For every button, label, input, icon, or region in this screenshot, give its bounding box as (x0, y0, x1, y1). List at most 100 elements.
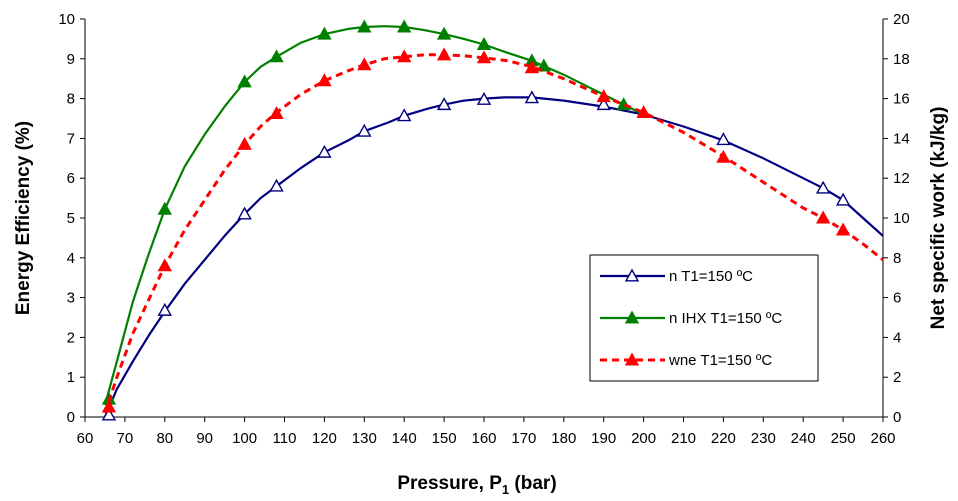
legend-item-wne-t1-150-c: wne T1=150 ºC (600, 352, 772, 369)
series-marker (269, 106, 284, 120)
legend-label: n T1=150 ºC (669, 268, 753, 285)
series-marker (815, 210, 831, 224)
x-tick-label: 220 (711, 430, 736, 447)
x-axis-title: Pressure, P1 (bar) (397, 473, 556, 497)
y-right-tick-label: 18 (893, 51, 910, 68)
axes: 60 70 80 90 100 110 120 130 140 150 160 170 180 190 20… (58, 11, 909, 447)
series-marker (536, 58, 552, 72)
series-marker (237, 74, 252, 88)
y-right-tick-label: 2 (893, 369, 901, 386)
y-right-tick-label: 14 (893, 130, 910, 147)
y-left-tick-label: 3 (67, 290, 75, 307)
series-marker (269, 178, 284, 192)
y-left-tick-label: 0 (67, 409, 75, 426)
y-left-tick-label: 9 (67, 51, 75, 68)
series-marker (397, 49, 412, 63)
legend: n T1=150 ºC n IHX T1=150 ºC wne T1=150 ºC (589, 254, 819, 382)
series-marker (524, 60, 540, 74)
x-axis-title-unit: (bar) (509, 473, 557, 494)
x-tick-label: 70 (117, 430, 134, 447)
x-tick-label: 180 (551, 430, 576, 447)
series-n-ihx-t1-150-c (101, 19, 645, 406)
legend-marker (624, 310, 640, 324)
series-marker (524, 90, 540, 104)
series-marker (317, 73, 332, 87)
x-tick-label: 100 (232, 430, 257, 447)
series-line (103, 53, 884, 414)
series-marker (476, 91, 492, 105)
y-left-axis-title: Energy Efficiency (%) (13, 121, 34, 315)
y-right-tick-label: 12 (893, 170, 910, 187)
series-marker (157, 302, 172, 316)
x-tick-label: 150 (432, 430, 457, 447)
y-left-tick-label: 1 (67, 369, 75, 386)
x-tick-label: 80 (156, 430, 173, 447)
series-marker (397, 19, 412, 33)
series-marker (237, 206, 252, 220)
series-marker (357, 123, 372, 137)
x-axis-title-subscript: 1 (502, 482, 509, 497)
legend-marker (624, 268, 640, 282)
series-marker (397, 108, 412, 122)
x-tick-label: 260 (870, 430, 895, 447)
series-marker (269, 49, 284, 63)
x-tick-label: 250 (831, 430, 856, 447)
series-marker (101, 399, 117, 413)
series-marker (436, 97, 452, 111)
series-marker (596, 89, 611, 103)
x-tick-label: 130 (352, 430, 377, 447)
y-right-tick-label: 6 (893, 290, 901, 307)
y-right-tick-label: 10 (893, 210, 910, 227)
y-left-tick-label: 7 (67, 130, 75, 147)
series-marker (636, 105, 651, 119)
series-marker (357, 57, 372, 71)
y-left-tick-label: 10 (58, 11, 75, 28)
series-marker (157, 258, 172, 272)
series-marker (317, 144, 332, 158)
y-left-tick-label: 8 (67, 91, 75, 108)
legend-marker (624, 352, 640, 366)
series-marker (596, 97, 611, 111)
y-left-tick-label: 4 (67, 250, 75, 267)
legend-item-n-t1-150-c: n T1=150 ºC (600, 268, 753, 285)
x-tick-label: 90 (196, 430, 213, 447)
series-marker (317, 26, 332, 40)
y-right-axis-title: Net specific work (kJ/kg) (928, 107, 949, 330)
x-tick-label: 210 (671, 430, 696, 447)
series-marker (436, 26, 452, 40)
series-line (103, 96, 884, 418)
y-right-tick-label: 8 (893, 250, 901, 267)
y-right-tick-label: 20 (893, 11, 910, 28)
y-left-tick-label: 2 (67, 329, 75, 346)
x-tick-label: 120 (312, 430, 337, 447)
x-tick-label: 110 (273, 430, 297, 447)
series-marker (436, 47, 452, 61)
series-wne-t1-150-c (101, 47, 884, 414)
x-tick-label: 190 (591, 430, 616, 447)
y-right-tick-label: 16 (893, 91, 910, 108)
series-marker (476, 50, 492, 64)
plot-area (101, 19, 884, 421)
x-axis-title-main: Pressure, P (397, 473, 502, 494)
y-right-tick-label: 0 (893, 409, 901, 426)
series-marker (716, 132, 731, 146)
series-marker (357, 19, 372, 33)
y-right-tick-label: 4 (893, 329, 901, 346)
y-left-tick-label: 5 (67, 210, 75, 227)
series-marker (716, 149, 731, 163)
y-left-tick-label: 6 (67, 170, 75, 187)
legend-label: wne T1=150 ºC (668, 352, 772, 369)
x-tick-label: 230 (751, 430, 776, 447)
x-tick-label: 200 (631, 430, 656, 447)
series-marker (237, 136, 252, 150)
series-marker (476, 37, 492, 50)
x-tick-label: 60 (77, 430, 94, 447)
x-tick-label: 160 (471, 430, 496, 447)
series-marker (101, 407, 117, 421)
series-marker (835, 222, 851, 236)
series-line (103, 25, 645, 406)
series-marker (157, 201, 172, 215)
legend-label: n IHX T1=150 ºC (669, 310, 782, 327)
